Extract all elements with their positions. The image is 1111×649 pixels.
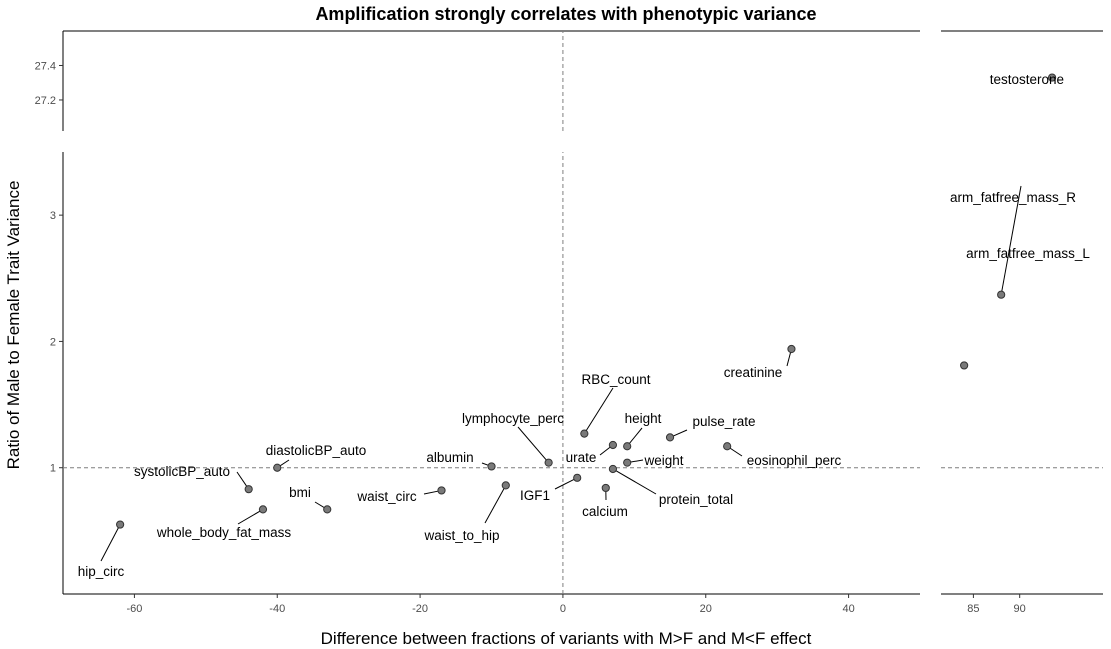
point-label: protein_total: [659, 492, 733, 507]
point-label: IGF1: [520, 488, 550, 503]
x-tick-label: -60: [126, 603, 142, 615]
point-label: urate: [566, 450, 597, 465]
x-tick-label: -40: [269, 603, 285, 615]
x-tick-label: 85: [967, 603, 979, 615]
data-point: [997, 290, 1006, 299]
data-point: [623, 442, 632, 451]
point-label: waist_circ: [356, 489, 417, 504]
point-label: height: [625, 411, 662, 426]
data-point: [437, 486, 446, 495]
point-label: systolicBP_auto: [134, 464, 230, 479]
point-label: hip_circ: [78, 564, 125, 579]
data-point: [787, 344, 796, 354]
data-point: [608, 464, 618, 474]
leader-line: [1000, 185, 1022, 295]
x-tick-label: 0: [560, 603, 566, 615]
y-tick-label: 27.2: [35, 95, 56, 107]
point-label: weight: [643, 453, 683, 468]
point-label: whole_body_fat_mass: [156, 525, 292, 540]
point-label: diastolicBP_auto: [266, 443, 367, 458]
y-tick-label: 27.4: [35, 60, 56, 72]
leader-line: [237, 508, 264, 525]
point-label: waist_to_hip: [423, 528, 499, 543]
data-point: [116, 520, 125, 529]
data-point: [608, 440, 618, 450]
data-point: [544, 458, 553, 467]
leader-line: [100, 524, 121, 562]
point-label: testosterone: [990, 72, 1064, 87]
plot-area: -60 -40 -20 0 20 40 85 90 1 2 3 27.2 27.4 testosteron…: [35, 30, 1103, 615]
point-label: calcium: [582, 504, 628, 519]
point-label: albumin: [426, 450, 473, 465]
leader-line: [517, 426, 550, 463]
x-tick-label: 20: [700, 603, 712, 615]
point-label: arm_fatfree_mass_L: [966, 246, 1090, 261]
y-axis-title: Ratio of Male to Female Trait Variance: [4, 181, 23, 470]
x-tick-label: 40: [842, 603, 854, 615]
x-tick-label: 90: [1014, 603, 1026, 615]
point-label: pulse_rate: [692, 414, 755, 429]
data-point: [960, 361, 969, 370]
point-label: bmi: [289, 485, 311, 500]
data-point: [273, 463, 282, 472]
data-point: [323, 505, 332, 514]
data-point: [244, 485, 253, 494]
data-point: [487, 462, 496, 471]
y-tick-label: 3: [50, 210, 56, 222]
data-point: [501, 481, 510, 490]
y-tick-label: 1: [50, 463, 56, 475]
leader-line: [554, 477, 578, 490]
point-label: creatinine: [724, 365, 783, 380]
x-axis-title: Difference between fractions of variants…: [321, 629, 812, 648]
point-label: RBC_count: [581, 372, 650, 387]
data-point: [723, 442, 732, 451]
point-label: arm_fatfree_mass_R: [950, 190, 1076, 205]
data-point: [623, 458, 632, 467]
chart-title: Amplification strongly correlates with p…: [315, 4, 816, 24]
data-point: [1047, 73, 1057, 82]
data-point: [665, 433, 675, 442]
leader-line: [583, 387, 614, 434]
data-point: [580, 429, 589, 438]
leader-line: [484, 485, 507, 524]
data-point: [601, 483, 610, 493]
x-tick-label: -20: [412, 603, 428, 615]
y-tick-label: 2: [50, 336, 56, 348]
data-point: [573, 473, 582, 482]
leader-line: [612, 468, 657, 495]
data-point: [258, 505, 268, 514]
point-label: lymphocyte_perc: [462, 411, 564, 426]
point-label: eosinophil_perc: [747, 453, 842, 468]
